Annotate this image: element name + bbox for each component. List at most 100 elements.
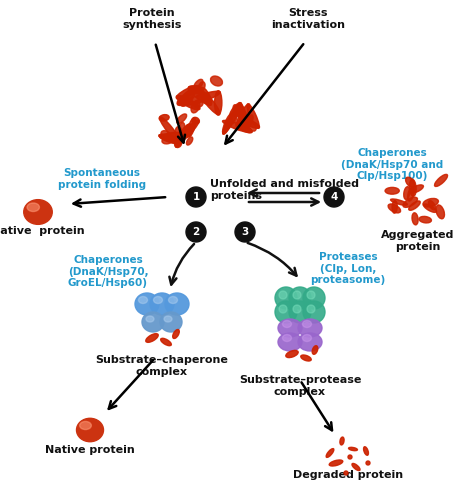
Ellipse shape <box>245 115 253 128</box>
Ellipse shape <box>302 335 311 341</box>
Ellipse shape <box>412 213 418 225</box>
Text: Chaperones
(DnaK/Hsp70,
GroEL/Hsp60): Chaperones (DnaK/Hsp70, GroEL/Hsp60) <box>68 255 148 288</box>
Ellipse shape <box>238 103 248 128</box>
Ellipse shape <box>340 437 344 445</box>
Ellipse shape <box>163 132 191 139</box>
Text: Substrate–protease
complex: Substrate–protease complex <box>239 375 361 396</box>
Ellipse shape <box>237 104 250 126</box>
Ellipse shape <box>409 201 420 210</box>
Text: 1: 1 <box>192 192 200 202</box>
Ellipse shape <box>27 203 39 211</box>
Ellipse shape <box>424 204 437 212</box>
Ellipse shape <box>159 134 181 143</box>
Ellipse shape <box>181 91 220 106</box>
Ellipse shape <box>189 87 211 105</box>
Ellipse shape <box>233 105 239 115</box>
Ellipse shape <box>435 174 447 187</box>
Ellipse shape <box>142 312 164 332</box>
Text: Substrate–chaperone
complex: Substrate–chaperone complex <box>96 355 228 376</box>
Ellipse shape <box>392 201 397 213</box>
Ellipse shape <box>244 115 251 124</box>
Ellipse shape <box>236 120 242 130</box>
Circle shape <box>289 301 311 323</box>
Text: 2: 2 <box>192 227 200 237</box>
Ellipse shape <box>198 82 205 92</box>
Circle shape <box>307 291 315 299</box>
Circle shape <box>303 301 325 323</box>
Circle shape <box>307 305 315 313</box>
Ellipse shape <box>162 137 173 144</box>
Ellipse shape <box>230 103 242 116</box>
Ellipse shape <box>278 333 302 351</box>
Text: Spontaneous
protein folding: Spontaneous protein folding <box>58 168 146 189</box>
Ellipse shape <box>179 123 185 131</box>
Ellipse shape <box>175 127 183 138</box>
Ellipse shape <box>159 114 169 121</box>
Ellipse shape <box>168 297 177 303</box>
Ellipse shape <box>344 471 348 475</box>
Ellipse shape <box>348 448 357 450</box>
Ellipse shape <box>187 118 196 137</box>
Ellipse shape <box>177 86 199 105</box>
Circle shape <box>303 287 325 309</box>
Circle shape <box>275 287 297 309</box>
Ellipse shape <box>348 455 352 459</box>
Ellipse shape <box>154 297 163 303</box>
Ellipse shape <box>159 134 181 144</box>
Ellipse shape <box>188 86 202 94</box>
Ellipse shape <box>222 113 233 134</box>
Ellipse shape <box>298 333 322 351</box>
Circle shape <box>293 305 301 313</box>
Text: 4: 4 <box>330 192 337 202</box>
Ellipse shape <box>312 346 318 355</box>
Circle shape <box>279 305 287 313</box>
Text: Aggregated
protein: Aggregated protein <box>381 230 455 252</box>
Ellipse shape <box>329 460 343 466</box>
Ellipse shape <box>161 131 171 140</box>
Ellipse shape <box>176 95 200 110</box>
Ellipse shape <box>249 122 256 131</box>
Ellipse shape <box>230 115 237 123</box>
Ellipse shape <box>410 179 416 196</box>
Ellipse shape <box>222 120 252 132</box>
Ellipse shape <box>404 187 410 200</box>
Ellipse shape <box>409 185 423 193</box>
Circle shape <box>275 301 297 323</box>
Ellipse shape <box>364 447 368 455</box>
Ellipse shape <box>366 461 370 465</box>
Ellipse shape <box>352 464 360 470</box>
Ellipse shape <box>423 198 438 207</box>
Text: Chaperones
(DnaK/Hsp70 and
Clp/Hsp100): Chaperones (DnaK/Hsp70 and Clp/Hsp100) <box>341 148 443 181</box>
Ellipse shape <box>385 187 399 194</box>
Ellipse shape <box>237 103 244 121</box>
Ellipse shape <box>406 177 415 187</box>
Ellipse shape <box>403 197 418 207</box>
Ellipse shape <box>135 293 159 315</box>
Ellipse shape <box>178 120 199 143</box>
Ellipse shape <box>286 351 298 357</box>
Ellipse shape <box>76 418 103 442</box>
Ellipse shape <box>175 140 182 148</box>
Ellipse shape <box>391 199 407 205</box>
Ellipse shape <box>180 96 189 106</box>
Ellipse shape <box>161 338 171 346</box>
Ellipse shape <box>160 117 180 142</box>
Ellipse shape <box>146 316 154 322</box>
Ellipse shape <box>210 76 222 86</box>
Ellipse shape <box>194 79 203 90</box>
Ellipse shape <box>176 86 199 99</box>
Ellipse shape <box>408 187 414 201</box>
Ellipse shape <box>192 117 200 124</box>
Ellipse shape <box>235 109 243 117</box>
Ellipse shape <box>150 293 174 315</box>
Ellipse shape <box>436 205 445 219</box>
Ellipse shape <box>302 320 311 327</box>
Ellipse shape <box>146 334 158 342</box>
Ellipse shape <box>160 312 182 332</box>
Text: Native protein: Native protein <box>45 445 135 455</box>
Circle shape <box>279 291 287 299</box>
Ellipse shape <box>215 91 222 115</box>
Text: Stress
inactivation: Stress inactivation <box>271 8 345 30</box>
Ellipse shape <box>138 297 147 303</box>
Text: Proteases
(Clp, Lon,
proteasome): Proteases (Clp, Lon, proteasome) <box>310 252 386 285</box>
